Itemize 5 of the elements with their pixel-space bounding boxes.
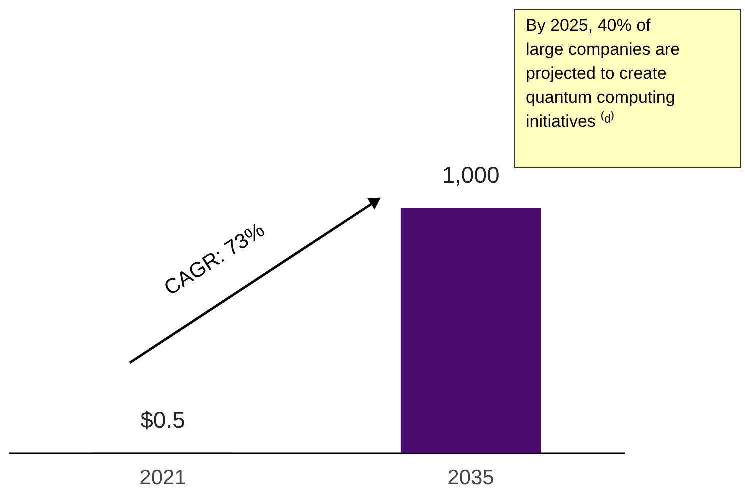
x-tick-label: 2035 <box>448 466 494 490</box>
x-tick-label: 2021 <box>140 466 186 490</box>
data-label: $0.5 <box>140 406 186 433</box>
text: By 2025, 40% of large companies are projected to create quantum computing initiatives ⁽ᵈ⁾ <box>526 16 680 131</box>
data-label: 1,000 <box>442 162 500 188</box>
